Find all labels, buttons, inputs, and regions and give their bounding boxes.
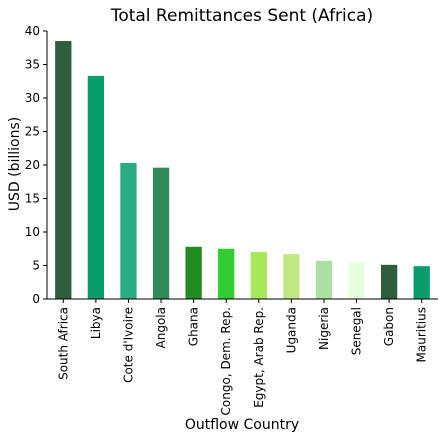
- x-tick-label-2: Cote d'Ivoire: [121, 307, 135, 383]
- x-tick-label-0: South Africa: [56, 307, 70, 380]
- x-tick-label-9: Senegal: [350, 307, 364, 355]
- x-tick-label-11: Mauritius: [415, 307, 429, 362]
- x-tick-label-7: Uganda: [284, 307, 298, 353]
- bar-2: [120, 162, 137, 299]
- y-tick-label-7: 35: [25, 58, 40, 72]
- x-tick-label-3: Angola: [154, 307, 168, 348]
- x-axis-title: Outflow Country: [185, 417, 299, 433]
- bar-8: [315, 260, 333, 299]
- bar-6: [250, 252, 267, 299]
- y-tick-label-0: 0: [32, 292, 40, 306]
- x-tick-label-6: Egypt, Arab Rep.: [252, 307, 266, 408]
- y-tick-label-3: 15: [25, 192, 40, 206]
- bar-5: [218, 248, 235, 299]
- bar-4: [185, 246, 202, 299]
- y-axis: 0 5 10 15 20 25 30 35 40: [25, 24, 48, 306]
- bar-1: [87, 75, 105, 299]
- bar-7: [283, 254, 300, 299]
- x-tick-label-5: Congo, Dem. Rep.: [219, 307, 233, 415]
- x-tick-label-4: Ghana: [187, 307, 201, 346]
- x-tick-label-10: Gabon: [382, 307, 396, 346]
- y-tick-label-4: 20: [25, 158, 40, 172]
- bar-10: [380, 264, 398, 299]
- bar-9: [348, 262, 365, 299]
- bars-group: [55, 41, 430, 300]
- y-tick-label-1: 5: [32, 259, 40, 273]
- x-axis: South Africa Libya Cote d'Ivoire Angola Ghan…: [47, 298, 438, 415]
- bar-0: [55, 41, 72, 300]
- y-tick-label-6: 30: [25, 91, 40, 105]
- y-tick-label-5: 25: [25, 125, 40, 139]
- bar-3: [152, 167, 170, 299]
- y-axis-title: USD (billions): [7, 117, 23, 211]
- chart-title: Total Remittances Sent (Africa): [110, 6, 373, 26]
- y-tick-label-2: 10: [25, 225, 40, 239]
- x-tick-label-1: Libya: [89, 307, 103, 339]
- bar-11: [413, 266, 430, 299]
- y-tick-label-8: 40: [25, 24, 40, 38]
- x-tick-label-8: Nigeria: [317, 307, 331, 350]
